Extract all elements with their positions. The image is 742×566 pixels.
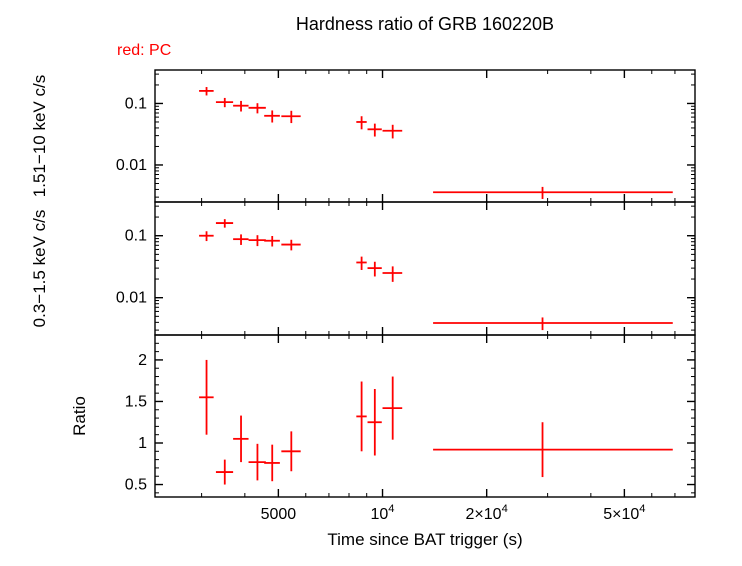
legend-text: red: PC xyxy=(117,42,171,59)
x-tick-label: 2×104 xyxy=(466,503,508,523)
y-tick-label: 1.5 xyxy=(125,393,147,410)
panel-frame xyxy=(155,202,695,335)
x-tick-label: 5×104 xyxy=(603,503,645,523)
panel-frame xyxy=(155,70,695,202)
chart-title: Hardness ratio of GRB 160220B xyxy=(296,14,554,34)
y-tick-label: 0.01 xyxy=(116,157,147,174)
y-tick-label: 0.5 xyxy=(125,477,147,494)
y-tick-label: 2 xyxy=(138,352,147,369)
x-axis-label: Time since BAT trigger (s) xyxy=(327,530,522,549)
y-label-top: 1.51−10 keV c/s xyxy=(30,75,49,197)
data-series xyxy=(199,219,673,330)
panel-frame xyxy=(155,335,695,497)
y-label-bottom: Ratio xyxy=(70,396,89,436)
y-label-middle: 0.3−1.5 keV c/s xyxy=(30,210,49,328)
y-tick-label: 0.01 xyxy=(116,290,147,307)
x-tick-label: 5000 xyxy=(261,506,297,523)
chart-svg: Hardness ratio of GRB 160220B red: PC 5000… xyxy=(0,0,742,566)
y-tick-label: 1 xyxy=(138,435,147,452)
y-tick-label: 0.1 xyxy=(125,228,147,245)
data-series xyxy=(199,87,673,199)
x-tick-label: 104 xyxy=(371,503,395,523)
data-series xyxy=(199,360,673,485)
y-tick-label: 0.1 xyxy=(125,95,147,112)
chart-container: Hardness ratio of GRB 160220B red: PC 5000… xyxy=(0,0,742,566)
